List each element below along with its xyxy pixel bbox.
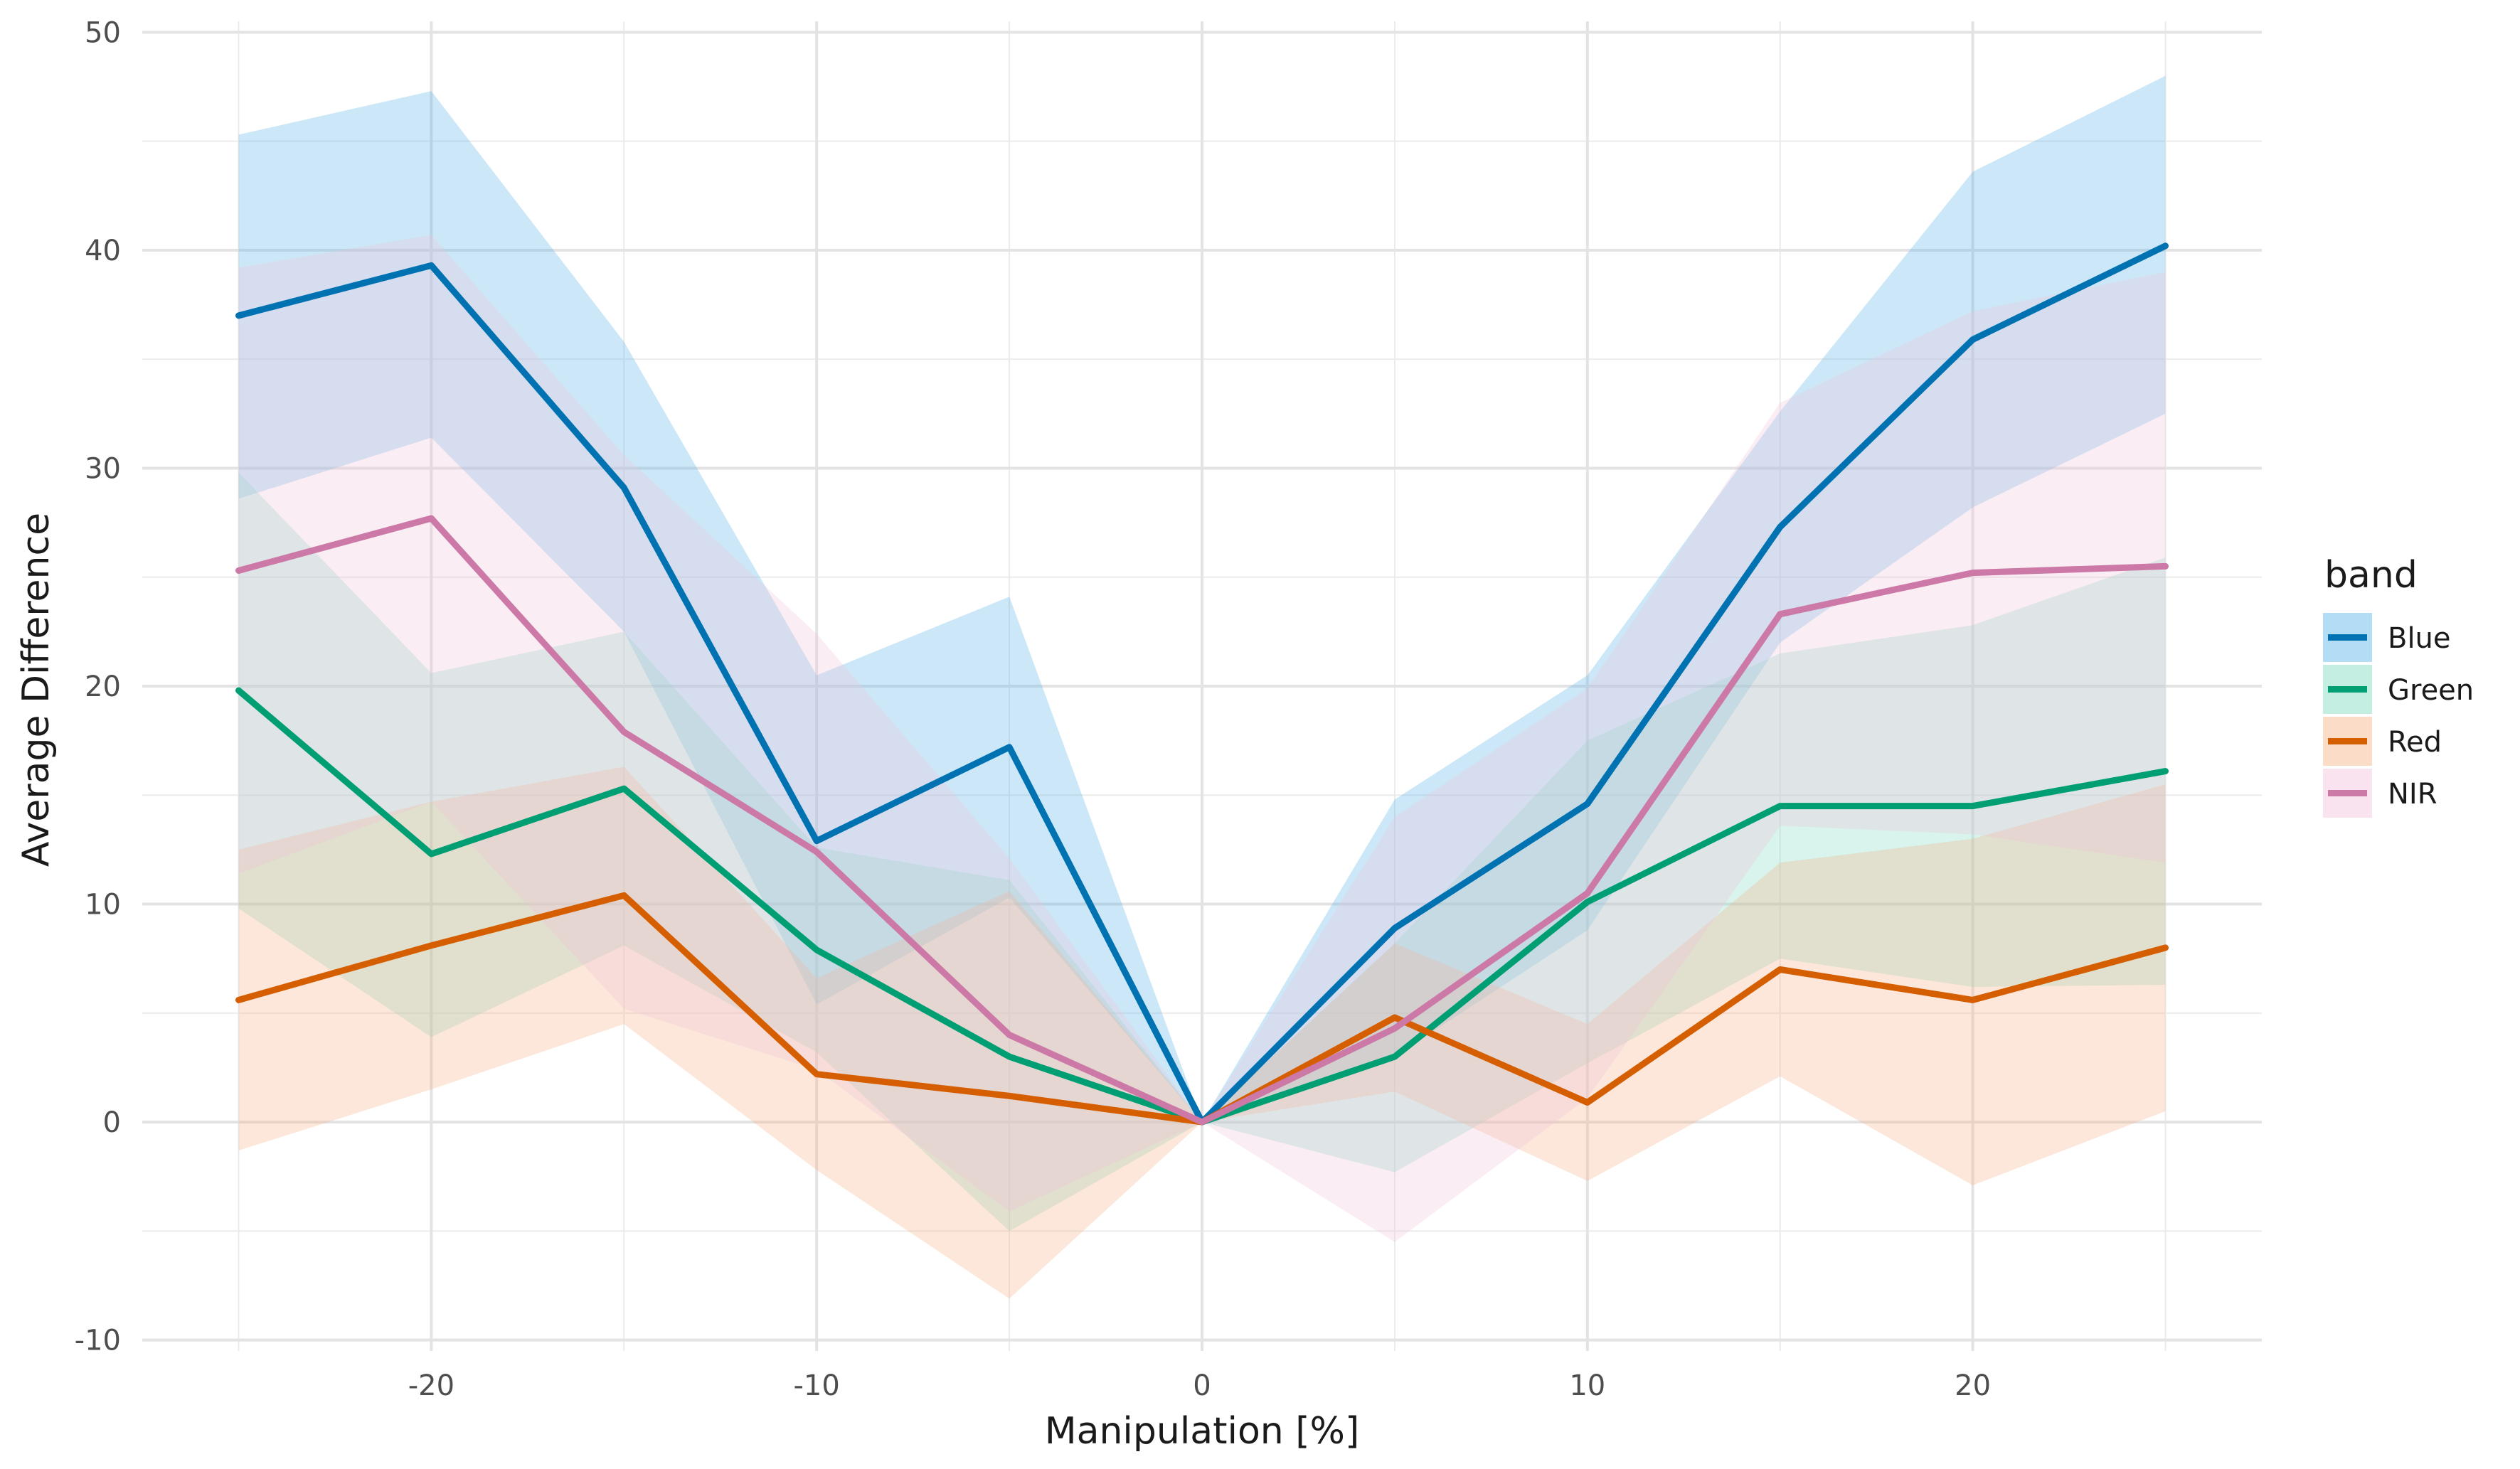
legend-label-blue: Blue bbox=[2388, 622, 2451, 655]
y-tick-label: 30 bbox=[85, 452, 121, 485]
grid bbox=[142, 21, 2262, 1351]
y-tick-label: 0 bbox=[103, 1106, 121, 1139]
y-tick-label: 40 bbox=[85, 235, 121, 267]
y-tick-label: 20 bbox=[85, 671, 121, 703]
series-lines bbox=[235, 242, 2169, 1126]
legend-label-nir: NIR bbox=[2388, 778, 2437, 811]
band-red bbox=[238, 766, 2166, 1299]
band-blue bbox=[238, 75, 2166, 1123]
band-nir bbox=[238, 235, 2166, 1242]
legend-label-red: Red bbox=[2388, 726, 2442, 759]
x-tick-label: 0 bbox=[1193, 1369, 1211, 1402]
line-nir bbox=[235, 515, 2169, 1126]
legend-title: band bbox=[2324, 554, 2418, 597]
y-tick-label: -10 bbox=[75, 1325, 121, 1357]
y-axis-title: Average Difference bbox=[15, 513, 58, 867]
x-tick-label: -10 bbox=[794, 1369, 840, 1402]
y-tick-label: 50 bbox=[85, 16, 121, 49]
legend: band Blue Green Red NIR bbox=[2323, 554, 2474, 818]
x-tick-label: 20 bbox=[1955, 1369, 1991, 1402]
x-axis-title: Manipulation [%] bbox=[1045, 1410, 1360, 1453]
x-tick-label: -20 bbox=[408, 1369, 454, 1402]
confidence-bands bbox=[238, 75, 2166, 1299]
band-green bbox=[238, 472, 2166, 1232]
legend-items: Blue Green Red NIR bbox=[2323, 613, 2474, 818]
tick-labels: -20 -10 0 10 20 -10 0 10 20 30 40 50 bbox=[75, 16, 1991, 1402]
y-tick-label: 10 bbox=[85, 889, 121, 922]
x-tick-label: 10 bbox=[1569, 1369, 1605, 1402]
legend-label-green: Green bbox=[2388, 674, 2474, 707]
